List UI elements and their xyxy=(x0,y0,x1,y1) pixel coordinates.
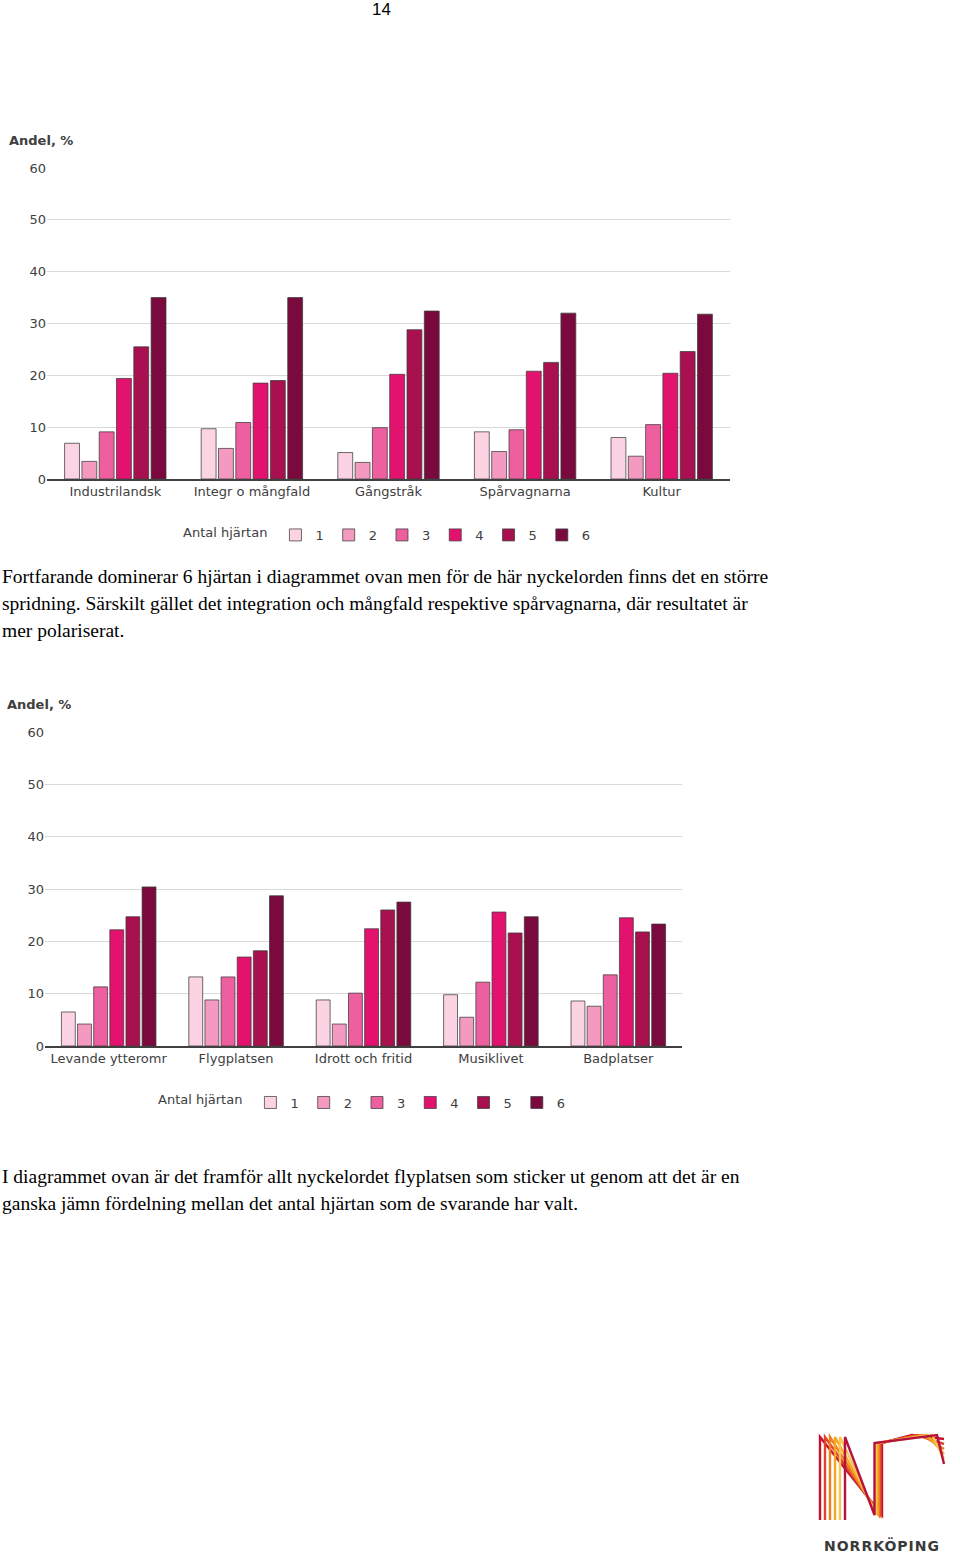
svg-text:3: 3 xyxy=(397,1096,405,1111)
svg-text:2: 2 xyxy=(369,528,377,543)
svg-text:0: 0 xyxy=(38,472,46,487)
svg-text:20: 20 xyxy=(29,368,46,383)
svg-text:Musiklivet: Musiklivet xyxy=(458,1051,523,1066)
svg-text:5: 5 xyxy=(529,528,537,543)
svg-text:30: 30 xyxy=(27,882,44,897)
svg-text:2: 2 xyxy=(344,1096,352,1111)
html-text:Fortfarande dominerar 6 hjärta: Fortfarande dominerar 6 hjärtan i diagra… xyxy=(2,566,769,641)
svg-text:60: 60 xyxy=(29,161,46,176)
html-text:14: 14 xyxy=(372,0,391,19)
svg-text:Kultur: Kultur xyxy=(642,484,681,499)
svg-text:Andel, %: Andel, % xyxy=(9,133,73,148)
svg-text:30: 30 xyxy=(29,316,46,331)
svg-text:6: 6 xyxy=(557,1096,565,1111)
svg-text:Andel, %: Andel, % xyxy=(7,697,71,712)
svg-text:NORRKÖPING: NORRKÖPING xyxy=(824,1537,940,1554)
svg-text:Flygplatsen: Flygplatsen xyxy=(199,1051,274,1066)
svg-text:Spårvagnarna: Spårvagnarna xyxy=(479,484,570,499)
svg-text:Idrott och fritid: Idrott och fritid xyxy=(315,1051,412,1066)
svg-text:Integr o mångfald: Integr o mångfald xyxy=(194,484,311,499)
svg-text:Industrilandsk: Industrilandsk xyxy=(69,484,161,499)
svg-text:6: 6 xyxy=(582,528,590,543)
svg-text:40: 40 xyxy=(29,264,46,279)
svg-text:Gångstråk: Gångstråk xyxy=(355,484,423,499)
svg-text:1: 1 xyxy=(290,1096,298,1111)
svg-text:10: 10 xyxy=(29,420,46,435)
svg-text:Levande ytteromr: Levande ytteromr xyxy=(51,1051,168,1066)
svg-text:5: 5 xyxy=(504,1096,512,1111)
svg-text:60: 60 xyxy=(27,725,44,740)
svg-text:3: 3 xyxy=(422,528,430,543)
svg-text:0: 0 xyxy=(36,1039,44,1054)
svg-text:1: 1 xyxy=(315,528,323,543)
svg-text:4: 4 xyxy=(475,528,483,543)
svg-text:Antal hjärtan: Antal hjärtan xyxy=(183,525,267,540)
svg-text:50: 50 xyxy=(27,777,44,792)
svg-text:Antal hjärtan: Antal hjärtan xyxy=(158,1092,242,1107)
html-text:I diagrammet ovan är det framf: I diagrammet ovan är det framför allt ny… xyxy=(2,1166,740,1214)
svg-text:40: 40 xyxy=(27,829,44,844)
svg-text:10: 10 xyxy=(27,986,44,1001)
svg-text:20: 20 xyxy=(27,934,44,949)
svg-text:4: 4 xyxy=(450,1096,458,1111)
svg-text:50: 50 xyxy=(29,212,46,227)
svg-text:Badplatser: Badplatser xyxy=(583,1051,654,1066)
